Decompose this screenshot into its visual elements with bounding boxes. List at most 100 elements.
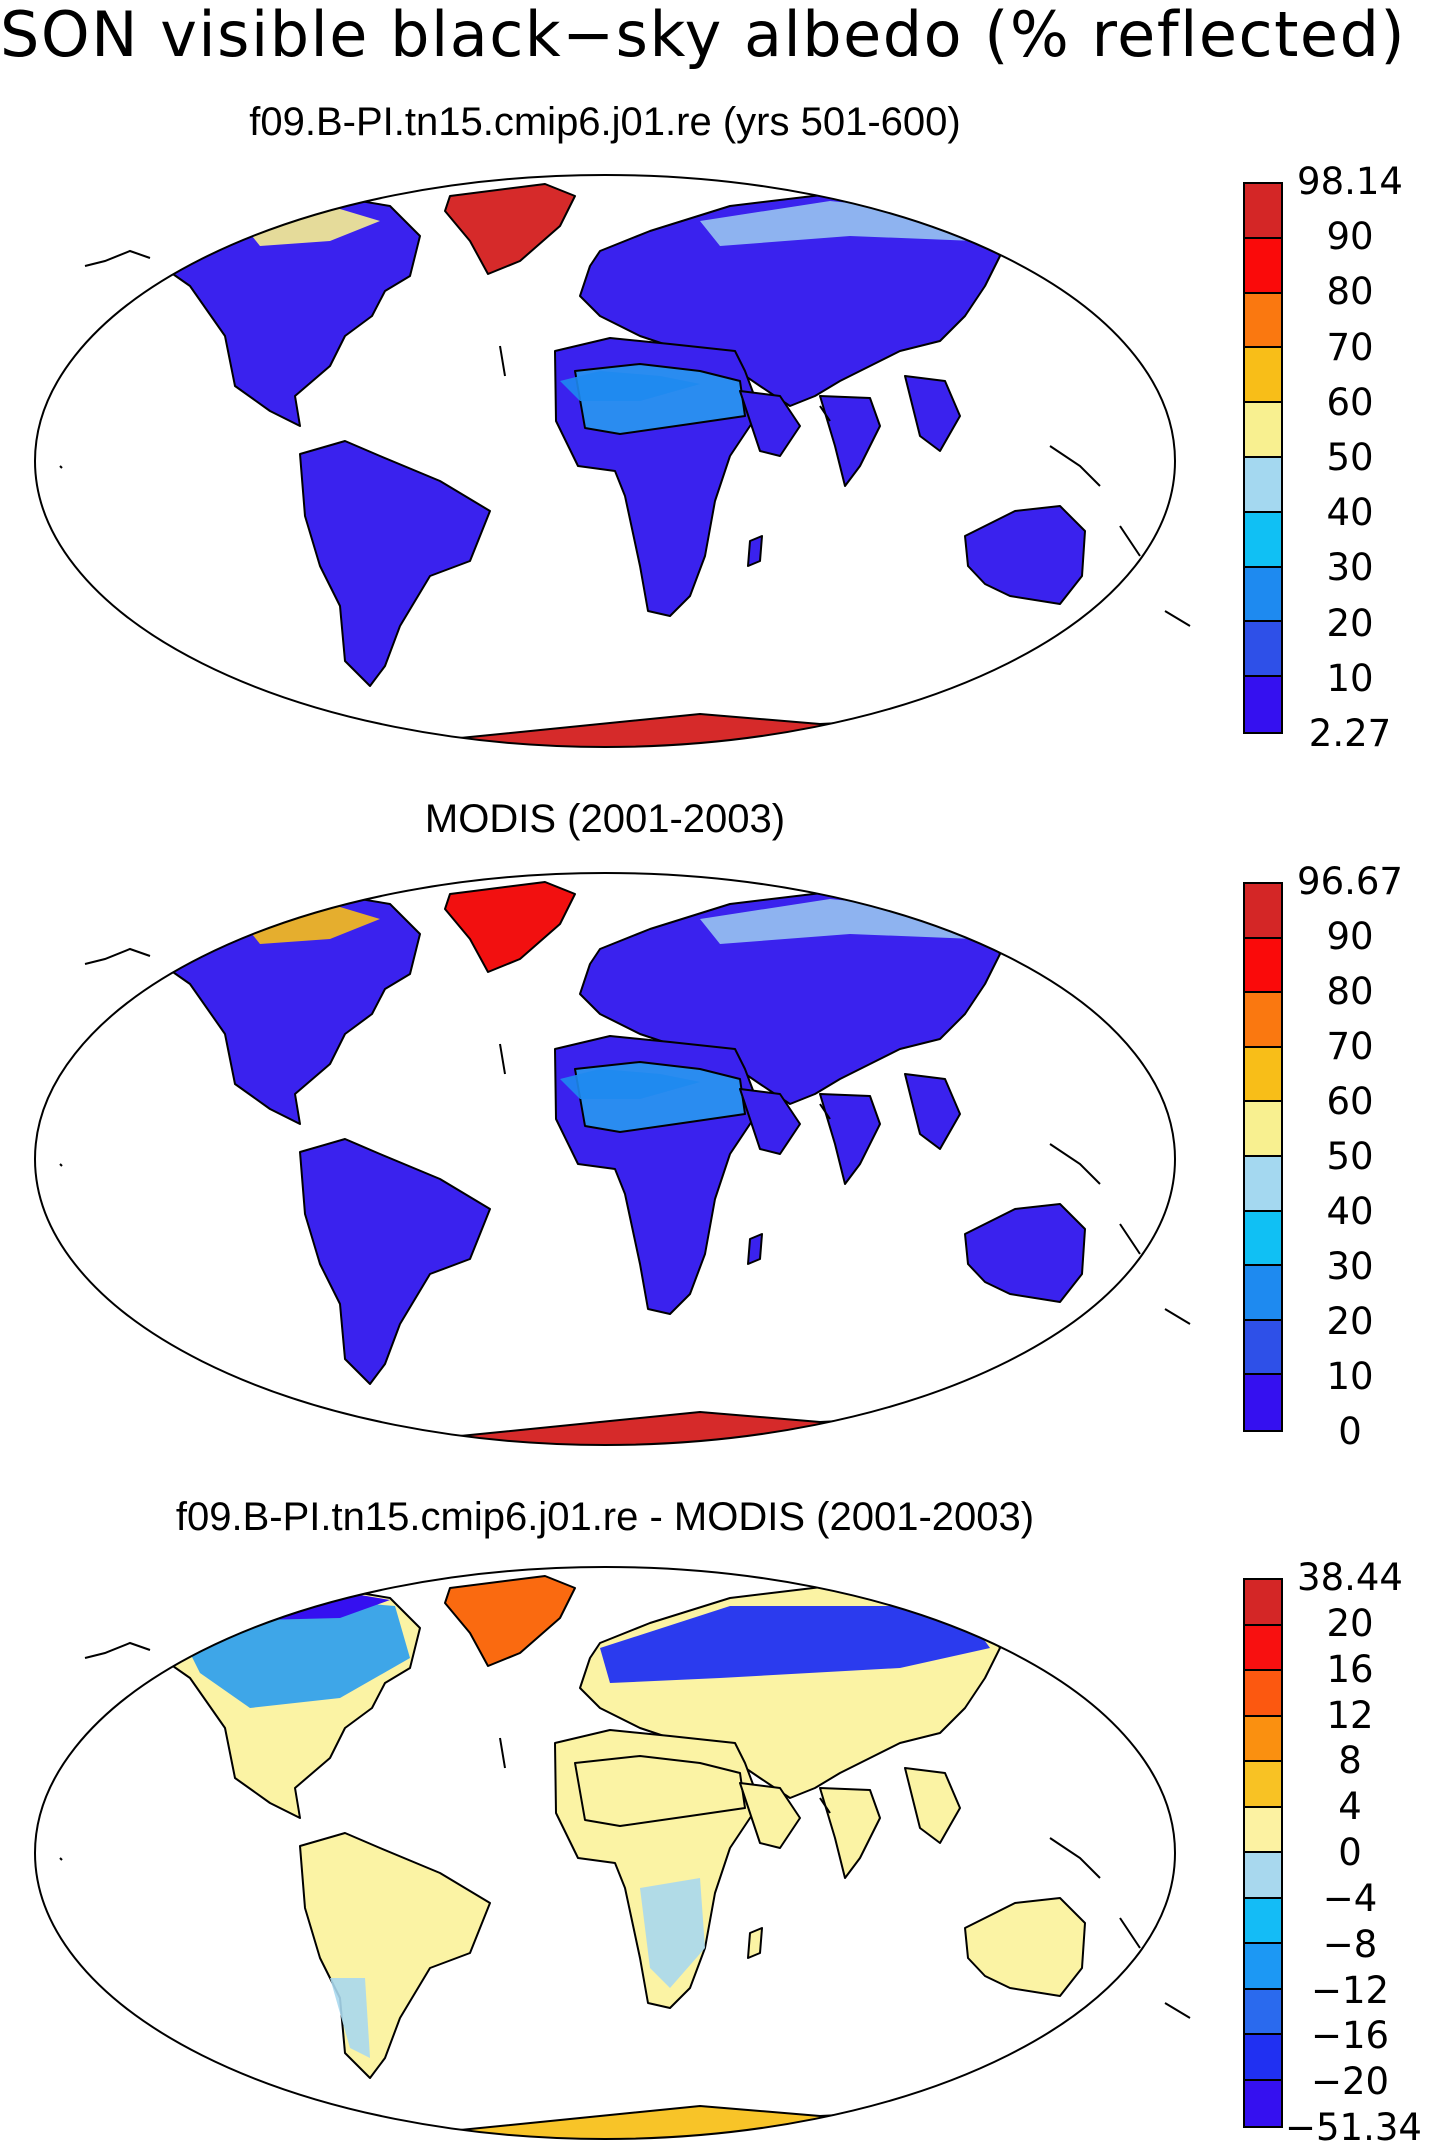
colorbar-swatch xyxy=(1245,1989,1281,2035)
colorbar-label: 2.27 xyxy=(1308,712,1392,755)
landmass-greenland xyxy=(444,183,576,275)
colorbar-label: 50 xyxy=(1326,436,1374,479)
colorbar-label: 20 xyxy=(1326,1300,1374,1343)
landmass-australia xyxy=(964,505,1086,605)
colorbar-swatch xyxy=(1245,184,1281,239)
coastline-6 xyxy=(1164,2002,1191,2019)
landmass-southAmerica xyxy=(299,1138,491,1385)
landmass-antarctica xyxy=(254,1411,1001,1445)
colorbar-swatch xyxy=(1245,2080,1281,2126)
colorbar-label: −12 xyxy=(1310,1968,1390,2012)
colorbar-swatch xyxy=(1245,348,1281,404)
boreal-negative-band xyxy=(600,1606,990,1683)
colorbar-label: 0 xyxy=(1338,1410,1362,1453)
figure-title: SON visible black−sky albedo (% reflecte… xyxy=(0,0,1407,71)
colorbar-label: 10 xyxy=(1326,1355,1374,1398)
colorbar-label: −20 xyxy=(1310,2060,1390,2104)
colorbar-swatch xyxy=(1245,1047,1281,1103)
coastline-5 xyxy=(59,1857,63,1861)
sahel-band xyxy=(560,371,700,401)
colorbar-label: 60 xyxy=(1326,380,1374,424)
colorbar-swatch xyxy=(1245,1211,1281,1267)
colorbar-swatch xyxy=(1245,1807,1281,1853)
coastline-2 xyxy=(819,1103,831,1120)
colorbar-label: 40 xyxy=(1326,491,1374,535)
panel-3-title: f09.B-PI.tn15.cmip6.j01.re - MODIS (2001… xyxy=(175,1495,1035,1539)
colorbar-label: 80 xyxy=(1326,970,1374,1013)
landmass-antarctica xyxy=(254,2105,1001,2139)
landmass-arabia xyxy=(739,390,801,457)
landmass-india xyxy=(819,1093,881,1185)
landmass-australia xyxy=(964,1203,1086,1303)
panel-3-colorbar-labels: 38.44 20 16 12 8 4 0 −4 −8 −12 −16 −20 −51.34 xyxy=(1285,1558,1435,2148)
coastline-2 xyxy=(819,405,831,422)
colorbar-swatch xyxy=(1245,1898,1281,1944)
coastline-1 xyxy=(499,1043,506,1075)
colorbar-label: −51.34 xyxy=(1285,2106,1422,2149)
landmass-southAmerica xyxy=(299,1832,491,2079)
sahel-band xyxy=(560,1069,700,1099)
panel-1-map xyxy=(34,174,1191,748)
coastline-4 xyxy=(1119,1917,1141,1949)
colorbar-swatch xyxy=(1245,622,1281,678)
colorbar-label: 80 xyxy=(1326,270,1374,314)
colorbar-label: 90 xyxy=(1326,915,1374,958)
colorbar-swatch xyxy=(1245,2035,1281,2081)
colorbar-label: 30 xyxy=(1326,546,1374,590)
landmass-northAmerica xyxy=(149,893,421,1125)
colorbar-swatch xyxy=(1245,512,1281,568)
coastline-6 xyxy=(1164,610,1191,627)
colorbar-label: 20 xyxy=(1326,1601,1374,1645)
colorbar-swatch xyxy=(1245,1762,1281,1808)
landmass-seAsia xyxy=(904,1767,961,1844)
colorbar-label: 98.14 xyxy=(1297,160,1403,203)
colorbar-label: 38.44 xyxy=(1297,1556,1403,1599)
coastline-0 xyxy=(84,249,151,267)
panel-2-map xyxy=(34,872,1191,1446)
coastline-4 xyxy=(1119,1223,1141,1255)
coastline-0 xyxy=(84,1641,151,1659)
landmass-greenland xyxy=(444,881,576,973)
colorbar-label: −4 xyxy=(1322,1876,1378,1920)
landmass-southAmerica xyxy=(299,440,491,687)
coastline-0 xyxy=(84,947,151,965)
coastline-5 xyxy=(59,1163,63,1167)
colorbar-label: 60 xyxy=(1326,1080,1374,1123)
colorbar-label: 4 xyxy=(1338,1785,1362,1829)
coastline-1 xyxy=(499,1737,506,1769)
colorbar-swatch xyxy=(1245,1625,1281,1671)
colorbar-swatch xyxy=(1245,1580,1281,1626)
colorbar-swatch xyxy=(1245,1102,1281,1157)
colorbar-swatch xyxy=(1245,293,1281,349)
colorbar-label: −8 xyxy=(1322,1922,1378,1966)
colorbar-label: 30 xyxy=(1326,1245,1374,1288)
colorbar-label: 40 xyxy=(1326,1190,1374,1233)
landmass-seAsia xyxy=(904,375,961,452)
panel-2-colorbar-labels: 96.67 90 80 70 60 50 40 30 20 10 0 xyxy=(1285,862,1435,1454)
colorbar-label: 8 xyxy=(1338,1739,1362,1783)
landmass-northAmerica xyxy=(149,195,421,427)
map-frame xyxy=(34,872,1176,1446)
coastline-6 xyxy=(1164,1308,1191,1325)
colorbar-label: 0 xyxy=(1338,1831,1362,1874)
panel-2-colorbar xyxy=(1243,882,1283,1432)
colorbar-label: 16 xyxy=(1326,1647,1374,1691)
panel-3-map xyxy=(34,1566,1191,2140)
map-land-group xyxy=(149,183,1086,747)
landmass-sahara xyxy=(574,1755,746,1827)
landmass-greenland xyxy=(444,1575,576,1667)
coastline-5 xyxy=(59,465,63,469)
map-frame xyxy=(34,1566,1176,2140)
panel-1-title: f09.B-PI.tn15.cmip6.j01.re (yrs 501-600) xyxy=(249,100,961,144)
colorbar-swatch xyxy=(1245,238,1281,294)
colorbar-swatch xyxy=(1245,457,1281,513)
colorbar-swatch xyxy=(1245,1156,1281,1212)
africa-negative xyxy=(640,1878,705,1988)
landmass-arabia xyxy=(739,1088,801,1155)
coastline-1 xyxy=(499,345,506,377)
landmass-seAsia xyxy=(904,1073,961,1150)
colorbar-swatch xyxy=(1245,1853,1281,1899)
colorbar-swatch xyxy=(1245,677,1281,732)
panel-1-colorbar xyxy=(1243,182,1283,734)
south-america-negative xyxy=(330,1978,370,2058)
